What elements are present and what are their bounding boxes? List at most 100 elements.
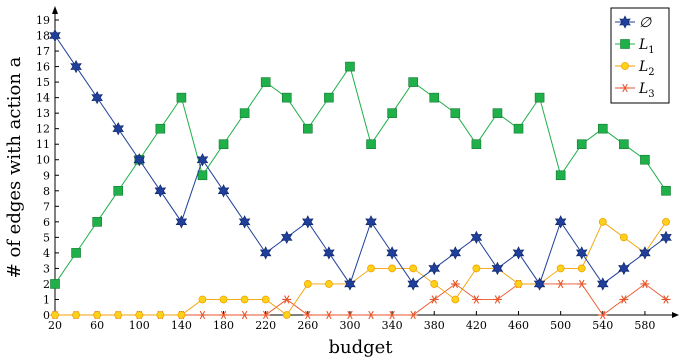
legend-label: L2 — [638, 59, 655, 78]
series-1 — [49, 28, 672, 291]
y-tick-label: 9 — [43, 169, 50, 182]
data-point — [282, 295, 292, 304]
data-point — [662, 217, 670, 226]
x-axis-arrow — [672, 312, 679, 318]
data-point — [196, 153, 209, 167]
data-point — [619, 295, 629, 304]
legend-label: L3 — [638, 81, 655, 100]
data-point — [409, 264, 418, 273]
data-point — [280, 230, 293, 245]
data-point — [619, 233, 628, 242]
data-point — [239, 108, 250, 118]
data-point — [238, 215, 251, 229]
asterisk-stroke — [368, 310, 374, 320]
data-point — [218, 139, 229, 150]
data-point — [429, 295, 439, 304]
asterisk-stroke — [622, 83, 628, 93]
asterisk-stroke — [494, 295, 501, 304]
data-point — [575, 246, 588, 260]
data-point — [72, 311, 80, 319]
x-tick-label: 580 — [634, 319, 655, 332]
y-tick-label: 13 — [36, 107, 50, 120]
data-point — [408, 310, 418, 320]
data-point — [198, 295, 207, 304]
x-tick-label: 500 — [550, 319, 571, 332]
series-line — [54, 65, 667, 285]
data-point — [661, 185, 671, 196]
data-point — [302, 215, 314, 229]
x-tick-label: 220 — [255, 319, 276, 332]
y-tick-label: 5 — [43, 231, 50, 244]
asterisk-stroke — [410, 310, 416, 320]
legend: ∅ L1 L2 L3 — [610, 7, 670, 104]
y-tick-label: 15 — [36, 76, 50, 89]
series-layer — [49, 28, 672, 320]
data-point — [366, 310, 376, 320]
y-tick-label: 6 — [43, 216, 50, 229]
data-point — [618, 261, 630, 276]
data-point — [577, 264, 586, 273]
legend-marker — [620, 83, 630, 93]
data-point — [219, 295, 228, 304]
asterisk-stroke — [220, 310, 227, 320]
legend-label: ∅ — [639, 15, 652, 31]
data-point — [259, 246, 272, 260]
y-axis-label: # of edges with action a — [4, 56, 25, 278]
data-point — [619, 139, 629, 150]
legend-marker — [620, 39, 630, 49]
data-point — [156, 311, 165, 319]
data-point — [386, 246, 398, 260]
data-point — [387, 108, 397, 118]
data-point — [597, 277, 609, 291]
data-point — [365, 215, 377, 229]
data-point — [323, 246, 335, 260]
data-point — [577, 279, 587, 289]
data-point — [555, 170, 566, 181]
asterisk-stroke — [642, 279, 648, 289]
asterisk-stroke — [262, 310, 269, 320]
data-point — [71, 248, 81, 258]
y-tick-label: 2 — [43, 278, 50, 291]
x-tick-label: 140 — [171, 319, 192, 332]
data-point — [114, 311, 123, 319]
data-point — [449, 246, 462, 260]
data-point — [177, 311, 186, 319]
data-point — [492, 108, 503, 118]
asterisk-stroke — [305, 310, 311, 320]
x-tick-label: 100 — [129, 319, 150, 332]
data-point — [471, 139, 482, 150]
data-point — [367, 264, 375, 273]
data-point — [261, 310, 271, 320]
data-point — [112, 122, 124, 136]
y-tick-label: 12 — [36, 123, 50, 136]
data-point — [598, 217, 607, 226]
data-point — [491, 261, 504, 276]
x-tick-label: 300 — [339, 319, 360, 332]
data-point — [472, 264, 481, 273]
legend-item-3: L2 — [615, 59, 655, 78]
legend-label: L1 — [638, 37, 655, 56]
asterisk-stroke — [241, 310, 248, 320]
y-axis-arrow — [52, 6, 58, 14]
x-tick-label: 420 — [466, 319, 487, 332]
data-point — [598, 310, 608, 320]
data-point — [450, 279, 460, 289]
data-point — [344, 277, 356, 291]
legend-marker — [619, 15, 631, 29]
y-tick-label: 17 — [36, 45, 50, 58]
data-point — [345, 310, 355, 320]
data-point — [640, 279, 650, 289]
x-tick-label: 20 — [48, 319, 62, 332]
data-point — [597, 123, 608, 134]
data-point — [261, 295, 270, 304]
data-point — [154, 184, 167, 198]
data-point — [282, 311, 291, 319]
data-point — [113, 185, 124, 196]
data-point — [513, 123, 524, 134]
data-point — [533, 277, 546, 291]
y-tick-label: 8 — [43, 185, 50, 198]
data-point — [639, 246, 651, 260]
data-point — [534, 92, 545, 103]
asterisk-stroke — [578, 279, 585, 289]
data-point — [240, 295, 249, 304]
